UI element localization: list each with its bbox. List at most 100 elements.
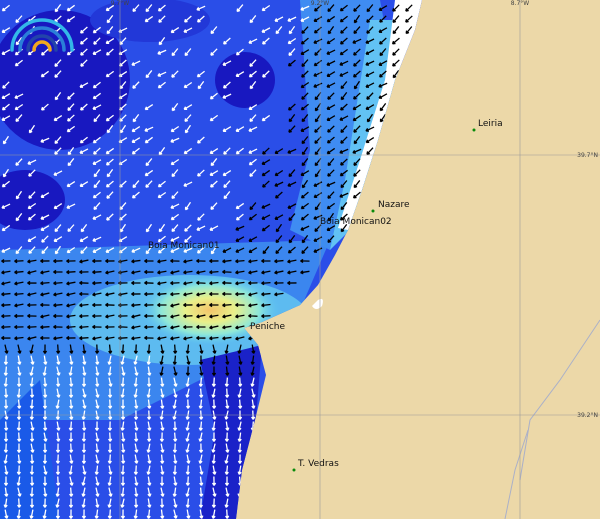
current-arrow: [248, 280, 258, 286]
current-arrow: [146, 509, 151, 519]
current-arrow: [235, 259, 245, 264]
current-arrow: [79, 280, 89, 286]
current-arrow: [27, 292, 37, 297]
current-arrows: [1, 3, 413, 519]
current-arrow: [183, 247, 193, 253]
current-arrow: [210, 158, 218, 167]
current-arrow: [80, 59, 88, 67]
current-arrow: [378, 82, 388, 88]
current-arrow: [81, 443, 87, 453]
current-arrow: [274, 169, 284, 177]
current-arrow: [326, 49, 336, 55]
current-arrow: [171, 103, 179, 112]
current-arrow: [209, 270, 219, 275]
current-arrow: [300, 81, 310, 89]
current-arrow: [170, 125, 180, 133]
current-arrow: [378, 27, 388, 33]
current-arrow: [249, 15, 257, 24]
current-arrow: [105, 258, 115, 264]
current-arrow: [301, 179, 309, 189]
current-arrow: [365, 71, 375, 77]
current-arrow: [198, 377, 203, 387]
current-arrow: [66, 292, 76, 297]
current-arrow: [170, 213, 180, 221]
current-arrow: [147, 366, 152, 376]
current-arrow: [157, 313, 167, 319]
current-arrow: [92, 247, 102, 253]
current-arrow: [121, 432, 126, 442]
current-arrow: [235, 202, 245, 210]
current-arrow: [144, 169, 154, 177]
current-arrow: [326, 202, 336, 210]
current-arrow: [210, 245, 218, 255]
current-arrow: [209, 281, 219, 286]
current-arrow: [157, 259, 167, 264]
current-arrow: [16, 476, 21, 486]
current-arrow: [225, 388, 230, 398]
current-arrow: [235, 213, 244, 221]
current-arrow: [391, 37, 400, 45]
current-arrow: [300, 5, 310, 11]
current-arrow: [54, 136, 62, 145]
current-arrow: [326, 104, 336, 110]
current-arrow: [93, 114, 101, 123]
current-arrow: [106, 48, 114, 56]
current-arrow: [69, 399, 74, 409]
current-arrow: [68, 498, 74, 508]
current-arrow: [366, 4, 374, 13]
current-arrow: [107, 454, 112, 464]
current-arrow: [66, 4, 76, 12]
current-arrow: [43, 388, 48, 398]
current-arrow: [160, 377, 165, 387]
current-arrow: [352, 191, 361, 199]
current-arrow: [3, 377, 8, 387]
current-arrow: [198, 399, 203, 409]
current-arrow: [121, 443, 126, 453]
current-arrow: [339, 15, 348, 23]
current-arrow: [1, 27, 11, 33]
lon-label: 9.2°W: [311, 0, 330, 7]
current-arrow: [145, 158, 153, 167]
current-arrow: [365, 49, 375, 55]
current-arrow: [1, 224, 11, 232]
current-arrow: [82, 465, 87, 475]
current-arrow: [209, 314, 219, 319]
current-arrow: [353, 14, 361, 24]
current-arrow: [56, 377, 61, 387]
current-arrow: [92, 191, 101, 199]
current-arrow: [17, 498, 22, 508]
current-arrow: [79, 291, 89, 297]
current-arrow: [66, 15, 76, 23]
current-arrow: [15, 213, 23, 222]
current-arrow: [275, 235, 283, 244]
current-arrow: [144, 292, 154, 297]
current-arrow: [41, 48, 49, 56]
current-arrow: [133, 388, 138, 398]
current-arrow: [3, 432, 9, 442]
current-arrow: [185, 421, 190, 431]
current-arrow: [352, 104, 362, 111]
current-arrow: [224, 454, 229, 464]
current-arrow: [287, 181, 297, 187]
current-arrow: [56, 344, 61, 354]
current-arrow: [225, 509, 230, 519]
current-arrow: [95, 443, 100, 453]
current-arrow: [224, 377, 229, 387]
current-arrow: [108, 399, 113, 409]
current-arrow: [327, 92, 335, 100]
current-arrow: [27, 325, 37, 330]
current-arrow: [157, 336, 167, 341]
current-arrow: [69, 377, 74, 387]
current-arrow: [1, 247, 11, 253]
current-arrow: [365, 126, 375, 132]
current-arrow: [222, 314, 232, 319]
current-arrow: [340, 92, 348, 101]
current-arrow: [28, 191, 36, 199]
current-arrow: [235, 48, 244, 56]
current-arrow: [186, 454, 191, 464]
current-arrow: [133, 509, 138, 519]
current-arrow: [249, 59, 257, 67]
deep-area: [200, 345, 262, 519]
current-arrow: [105, 247, 115, 253]
current-arrow: [199, 476, 204, 486]
